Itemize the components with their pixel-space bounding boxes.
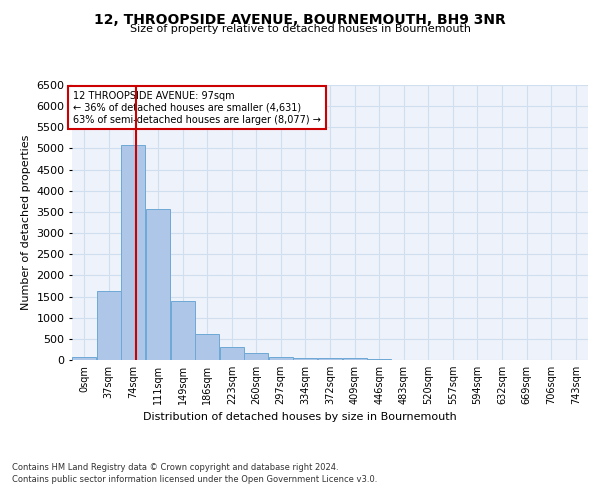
Bar [244,354,268,360]
Text: Size of property relative to detached houses in Bournemouth: Size of property relative to detached ho… [130,24,470,34]
Y-axis label: Number of detached properties: Number of detached properties [20,135,31,310]
Bar [121,145,145,360]
Text: Distribution of detached houses by size in Bournemouth: Distribution of detached houses by size … [143,412,457,422]
Bar [72,357,96,360]
Bar [367,359,391,360]
Bar [269,356,293,360]
Bar [343,358,367,360]
Bar [195,334,219,360]
Bar [97,292,121,360]
Bar [171,301,195,360]
Text: 12, THROOPSIDE AVENUE, BOURNEMOUTH, BH9 3NR: 12, THROOPSIDE AVENUE, BOURNEMOUTH, BH9 … [94,12,506,26]
Bar [146,209,170,360]
Bar [293,358,317,360]
Text: Contains HM Land Registry data © Crown copyright and database right 2024.: Contains HM Land Registry data © Crown c… [12,462,338,471]
Bar [319,358,343,360]
Text: 12 THROOPSIDE AVENUE: 97sqm
← 36% of detached houses are smaller (4,631)
63% of : 12 THROOPSIDE AVENUE: 97sqm ← 36% of det… [73,92,321,124]
Bar [220,347,244,360]
Text: Contains public sector information licensed under the Open Government Licence v3: Contains public sector information licen… [12,475,377,484]
